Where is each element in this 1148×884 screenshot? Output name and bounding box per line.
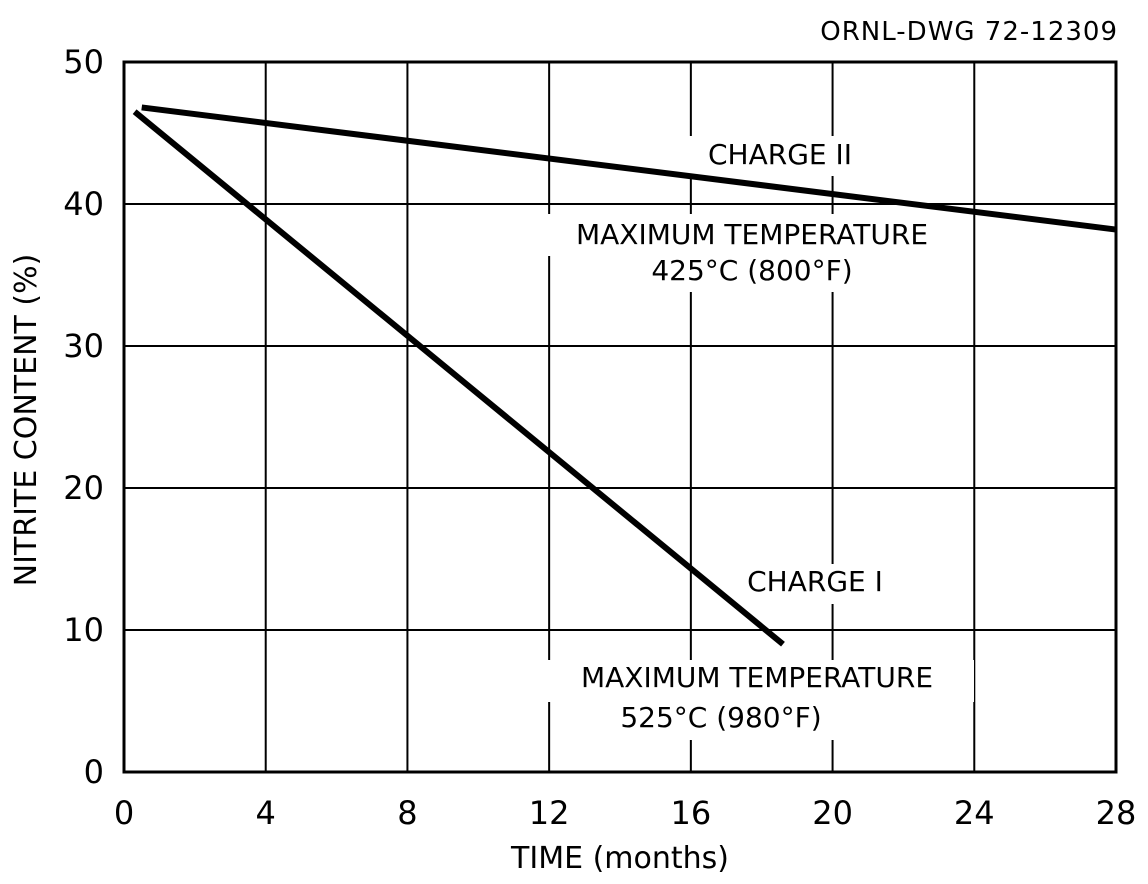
series-label: CHARGE II [708,138,852,171]
x-tick-label: 16 [670,794,711,832]
drawing-number: ORNL-DWG 72-12309 [820,17,1118,47]
x-tick-label: 0 [114,794,134,832]
annotation-backgrounds [532,136,974,740]
annotation-background [640,252,910,292]
temperature-value: 525°C (980°F) [620,701,821,734]
y-tick-label: 0 [84,753,104,791]
series-line [132,109,785,647]
y-tick-label: 10 [63,611,104,649]
x-axis-label: TIME (months) [510,841,729,876]
annotation-background [684,136,874,176]
x-tick-label: 28 [1096,794,1137,832]
annotation-background [532,214,972,256]
y-axis-label: NITRITE CONTENT (%) [9,254,44,587]
x-tick-label: 4 [256,794,276,832]
annotation-background [540,660,974,702]
x-tick-label: 20 [812,794,853,832]
x-tick-label: 24 [954,794,995,832]
y-tick-label: 30 [63,327,104,365]
temperature-label: MAXIMUM TEMPERATURE [581,661,933,694]
series-layer [132,104,1117,647]
y-tick-label: 50 [63,43,104,81]
x-tick-label: 12 [529,794,570,832]
x-tick-label: 8 [397,794,417,832]
series-label: CHARGE I [747,565,883,598]
series-line [141,104,1117,233]
plot-frame [122,60,1118,774]
temperature-value: 425°C (800°F) [651,254,852,287]
tick-labels: 0 4 8 12 16 20 24 28 0 10 20 30 40 50 [63,43,1136,832]
y-tick-label: 20 [63,469,104,507]
annotation-background [722,564,912,604]
temperature-label: MAXIMUM TEMPERATURE [576,218,928,251]
y-tick-label: 40 [63,185,104,223]
annotation-background [600,700,900,740]
